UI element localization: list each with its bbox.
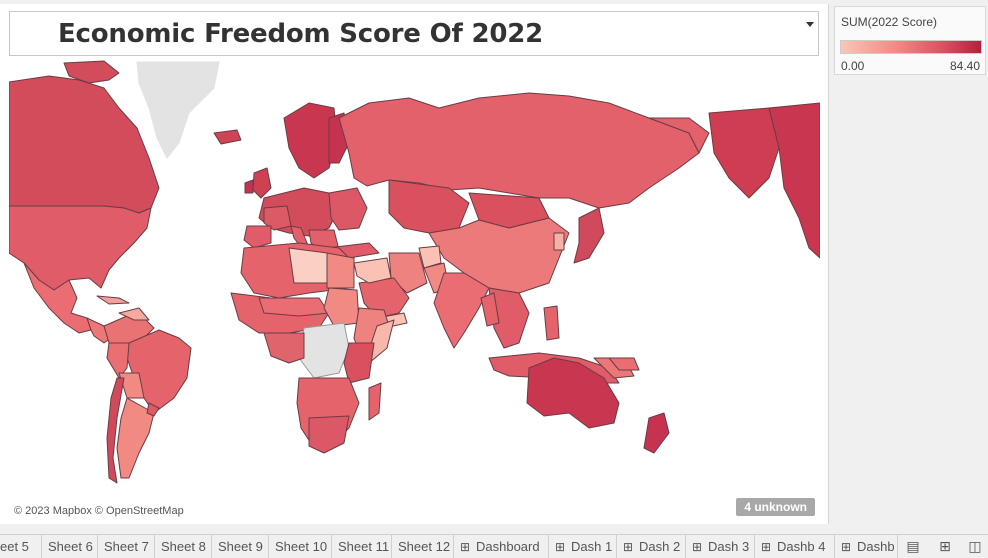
map-attribution: © 2023 Mapbox © OpenStreetMap <box>14 505 184 517</box>
map-panel: Economic Freedom Score Of 2022 <box>0 4 829 524</box>
tab-label: Dashboard <box>476 539 540 554</box>
tab-sheet-9[interactable]: Sheet 9 <box>212 535 269 558</box>
tab-label: Dash 3 <box>708 539 750 554</box>
legend-min-value: 0.00 <box>841 59 865 73</box>
legend-title: SUM(2022 Score) <box>841 15 938 29</box>
region-eastern-europe <box>328 187 368 231</box>
tab-label: eet 5 <box>0 539 29 554</box>
region-argentina <box>116 397 155 479</box>
region-syria-iraq <box>353 257 392 284</box>
region-australia <box>526 357 620 429</box>
page-title: Economic Freedom Score Of 2022 <box>58 19 544 49</box>
region-canada <box>9 75 160 214</box>
tab-sheet-6[interactable]: Sheet 6 <box>42 535 98 558</box>
dashboard-icon: ⊞ <box>460 540 471 554</box>
region-brazil <box>126 329 192 414</box>
dashboard-icon: ⊞ <box>623 540 634 554</box>
region-west-central <box>263 332 305 364</box>
region-sahel <box>258 297 330 317</box>
region-south-africa <box>308 415 350 454</box>
tab-label: Dash 1 <box>571 539 613 554</box>
dashboard-icon: ⊞ <box>692 540 703 554</box>
region-india <box>433 272 490 349</box>
region-korea <box>553 232 565 251</box>
region-new-zealand <box>643 412 670 454</box>
tab-label: Sheet 6 <box>48 539 93 554</box>
region-russia-east <box>648 117 710 154</box>
tab-dash-2[interactable]: ⊞ Dash 2 <box>617 535 686 558</box>
region-japan <box>573 207 605 264</box>
title-box: Economic Freedom Score Of 2022 <box>9 11 819 56</box>
tab-label: Sheet 9 <box>218 539 263 554</box>
tab-dash-3[interactable]: ⊞ Dash 3 <box>686 535 755 558</box>
tab-label: Dashb 4 <box>777 539 826 554</box>
region-madagascar <box>368 382 382 421</box>
region-philippines <box>543 305 560 341</box>
region-east-africa <box>343 342 375 384</box>
region-sudan <box>323 287 360 327</box>
tab-label: Sheet 8 <box>161 539 206 554</box>
region-greenland <box>136 61 220 159</box>
region-egypt <box>326 252 355 289</box>
tab-label: Sheet 12 <box>398 539 451 554</box>
world-map[interactable] <box>9 58 820 520</box>
tab-sheet-8[interactable]: Sheet 8 <box>155 535 212 558</box>
legend-max-value: 84.40 <box>949 59 980 73</box>
tab-label: Dashb <box>857 539 895 554</box>
region-iberia <box>243 225 272 249</box>
region-canada-islands <box>63 60 120 84</box>
new-worksheet-icon[interactable]: ▤ <box>906 538 920 554</box>
tab-dashboard[interactable]: ⊞ Dashboard <box>454 535 549 558</box>
region-iceland <box>213 129 242 145</box>
tab-dashb[interactable]: ⊞ Dashb <box>835 535 898 558</box>
dashboard-icon: ⊞ <box>761 540 772 554</box>
region-se-asia <box>488 287 530 349</box>
map-area[interactable]: © 2023 Mapbox © OpenStreetMap 4 unknown <box>9 58 820 520</box>
region-uk <box>252 167 272 199</box>
region-caribbean <box>96 295 130 305</box>
new-dashboard-icon[interactable]: ⊞ <box>939 538 951 554</box>
tab-label: Dash 2 <box>639 539 681 554</box>
region-alaska <box>708 107 780 199</box>
tab-sheet-11[interactable]: Sheet 11 <box>332 535 392 558</box>
tab-dash-1[interactable]: ⊞ Dash 1 <box>549 535 617 558</box>
region-libya <box>288 247 328 284</box>
title-menu-caret-icon[interactable] <box>806 22 814 27</box>
tab-label: Sheet 11 <box>338 539 390 554</box>
region-chile <box>106 377 125 484</box>
region-papua-new-guinea <box>608 357 640 371</box>
tab-sheet-5[interactable]: eet 5 <box>0 535 42 558</box>
region-scandinavia <box>283 102 338 179</box>
region-venezuela <box>118 307 150 321</box>
unknown-badge[interactable]: 4 unknown <box>736 498 815 516</box>
region-afghanistan <box>418 245 442 269</box>
tab-sheet-12[interactable]: Sheet 12 <box>392 535 454 558</box>
tab-label: Sheet 10 <box>275 539 328 554</box>
sheet-tab-bar: eet 5 Sheet 6 Sheet 7 Sheet 8 Sheet 9 Sh… <box>0 534 988 558</box>
region-myanmar <box>480 292 500 327</box>
tab-sheet-7[interactable]: Sheet 7 <box>98 535 155 558</box>
region-bolivia <box>118 372 145 399</box>
region-canada-east <box>768 102 820 259</box>
color-legend[interactable]: SUM(2022 Score) 0.00 84.40 <box>834 6 986 75</box>
region-drc <box>298 322 350 379</box>
region-france <box>263 205 292 231</box>
tab-sheet-10[interactable]: Sheet 10 <box>269 535 332 558</box>
region-uruguay <box>146 402 160 417</box>
tab-label: Sheet 7 <box>104 539 149 554</box>
region-saudi <box>358 277 410 319</box>
dashboard-icon: ⊞ <box>555 540 566 554</box>
new-story-icon[interactable]: ◫ <box>968 538 982 554</box>
tab-dashb-4[interactable]: ⊞ Dashb 4 <box>755 535 835 558</box>
legend-gradient-bar <box>840 40 982 54</box>
region-ireland <box>244 179 254 194</box>
dashboard-icon: ⊞ <box>841 540 852 554</box>
